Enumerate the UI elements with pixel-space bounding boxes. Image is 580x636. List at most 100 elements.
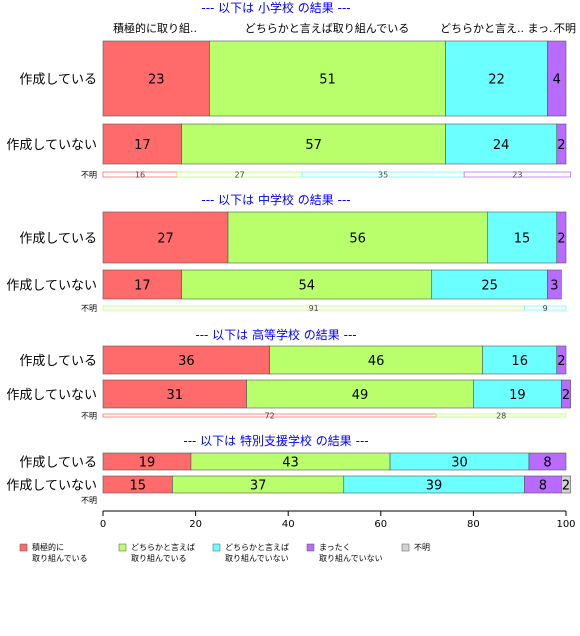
bar-segment: [269, 345, 483, 375]
row-label: 作成していない: [6, 479, 97, 494]
legend-label: どちらかと言えば取り組んでいない: [225, 542, 289, 563]
bar-segment: [102, 345, 270, 375]
bar-segment: [473, 379, 562, 409]
legend-swatch: [212, 543, 221, 552]
bar-segment: [486, 211, 558, 264]
bar-value-label: 46: [368, 354, 385, 369]
bar-value-label: 15: [514, 232, 531, 247]
unknown-value-label: 91: [309, 304, 319, 313]
bar-segment: [181, 123, 446, 165]
bar-segment: [209, 40, 446, 117]
legend-label-line: 取り組んでいない: [225, 553, 289, 563]
legend-swatch: [306, 543, 315, 552]
panel-title: --- 以下は 高等学校 の結果 ---: [195, 327, 356, 342]
bar-value-label: 27: [157, 232, 174, 247]
legend-label: 積極的に取り組んでいる: [32, 542, 88, 563]
bar-value-label: 43: [282, 456, 299, 471]
x-tick-label: 0: [100, 519, 106, 530]
legend-label: どちらかと言えば取り組んでいる: [131, 542, 195, 563]
bar-value-label: 57: [305, 138, 322, 153]
unknown-bar-segment: [435, 413, 567, 418]
bar-value-label: 8: [539, 479, 547, 494]
row-label: 作成している: [19, 456, 97, 471]
legend-swatch: [19, 543, 28, 552]
bar-value-label: 39: [426, 479, 443, 494]
unknown-value-label: 16: [135, 171, 145, 180]
bar-value-label: 4: [553, 73, 561, 88]
unknown-row-label: 不明: [81, 171, 97, 180]
legend-label-line: 取り組んでいない: [319, 553, 383, 563]
bar-segment: [102, 123, 183, 165]
unknown-value-label: 28: [496, 412, 506, 421]
unknown-value-label: 27: [234, 171, 244, 180]
bar-segment: [556, 211, 567, 264]
bar-segment: [181, 269, 433, 300]
bar-value-label: 8: [543, 456, 551, 471]
unknown-value-label: 23: [512, 171, 522, 180]
bar-value-label: 36: [178, 354, 195, 369]
header-label: 積極的に取り組..: [113, 21, 197, 35]
bar-value-label: 25: [481, 279, 498, 294]
bar-segment: [431, 269, 548, 300]
bar-segment: [556, 123, 567, 165]
x-tick-label: 60: [374, 519, 387, 530]
unknown-bar-segment: [523, 305, 567, 311]
header-label: どちらかと言えば取り組んでいる: [245, 22, 409, 35]
header-label: どちらかと言え.. まっ..: [440, 22, 556, 35]
legend-swatch: [118, 543, 127, 552]
bar-segment: [102, 40, 210, 117]
legend-label: まったく取り組んでいない: [319, 543, 383, 563]
bar-value-label: 19: [509, 388, 526, 403]
bar-value-label: 15: [129, 479, 146, 494]
legend-label-line: 取り組んでいる: [131, 553, 187, 563]
bar-segment: [561, 379, 571, 409]
row-label: 作成していない: [6, 138, 97, 153]
unknown-row-label: 不明: [81, 304, 97, 313]
bar-value-label: 2: [562, 388, 570, 403]
bar-value-label: 24: [493, 138, 510, 153]
legend-label-line: どちらかと言えば: [131, 542, 195, 552]
unknown-bar-segment: [463, 171, 572, 178]
row-label: 作成している: [19, 232, 97, 247]
bar-value-label: 17: [134, 138, 151, 153]
row-label: 作成している: [19, 73, 97, 88]
bar-segment: [482, 345, 558, 375]
bar-segment: [445, 40, 548, 117]
bar-value-label: 17: [134, 279, 151, 294]
panel-title: --- 以下は 特別支援学校 の結果 ---: [183, 433, 368, 448]
bar-segment: [547, 40, 567, 117]
bar-segment: [102, 269, 183, 300]
legend-swatch: [401, 543, 410, 552]
bar-value-label: 2: [557, 138, 565, 153]
bar-segment: [528, 452, 567, 471]
x-tick-label: 80: [467, 519, 480, 530]
bar-value-label: 2: [557, 354, 565, 369]
legend-label: 不明: [414, 543, 430, 552]
bar-value-label: 31: [166, 388, 183, 403]
bar-value-label: 30: [451, 456, 468, 471]
bar-value-label: 37: [250, 479, 267, 494]
unknown-row-label: 不明: [81, 496, 97, 505]
bar-segment: [556, 345, 567, 375]
bar-segment: [445, 123, 558, 165]
row-label: 作成していない: [6, 279, 97, 294]
unknown-value-label: 72: [265, 412, 275, 421]
bar-value-label: 3: [550, 279, 558, 294]
bar-value-label: 56: [349, 232, 366, 247]
bar-value-label: 22: [488, 73, 505, 88]
legend-label-line: 取り組んでいる: [32, 553, 88, 563]
unknown-value-label: 9: [543, 304, 548, 313]
row-label: 作成している: [19, 354, 97, 369]
x-tick-label: 20: [189, 519, 202, 530]
bar-segment: [547, 269, 562, 300]
legend-label-line: まったく: [319, 543, 351, 552]
panel-title: --- 以下は 中学校 の結果 ---: [201, 192, 350, 207]
x-tick-label: 40: [282, 519, 295, 530]
panel-title: --- 以下は 小学校 の結果 ---: [201, 0, 350, 15]
bar-value-label: 51: [319, 73, 336, 88]
bar-segment: [102, 211, 229, 264]
bar-value-label: 19: [139, 456, 156, 471]
bar-segment: [227, 211, 488, 264]
bar-value-label: 23: [148, 73, 165, 88]
